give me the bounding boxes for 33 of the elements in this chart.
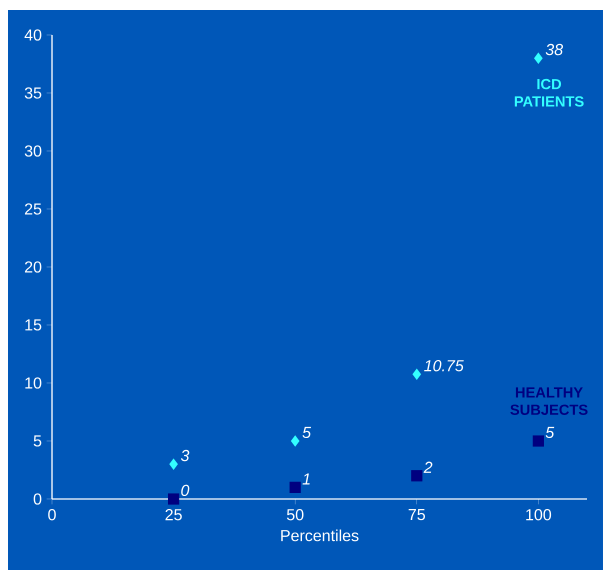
y-tick-label: 15 [25,319,42,331]
x-tick-label: 25 [165,509,182,520]
point [412,368,422,380]
x-tick-label: 75 [408,509,425,520]
data-label: 2 [424,462,432,473]
x-axis-title: Percentiles [281,530,358,542]
point [290,482,301,493]
x-tick-label: 50 [286,509,304,520]
y-tick-label: 40 [24,29,42,41]
point [290,435,300,447]
y-tick-label: 5 [34,435,42,447]
series-label: ICD PATIENTS [514,78,584,107]
point [169,458,178,470]
y-tick-label: 0 [34,493,42,505]
data-label: 3 [180,450,190,462]
data-label: 10.75 [424,360,464,372]
x-tick-label: 100 [526,509,552,520]
data-label: 38 [546,44,563,56]
y-tick-label: 20 [24,261,42,273]
y-tick-label: 25 [24,203,42,215]
text: HEALTHY SUBJECTS [510,387,588,415]
x-tick-label: 0 [48,509,56,520]
point [534,52,543,64]
data-label: 0 [181,484,190,496]
y-tick-label: 30 [24,145,42,157]
point [532,435,544,447]
data-label: 5 [302,426,312,438]
y-tick-label: 35 [24,87,42,99]
data-label: 5 [546,426,554,438]
point [411,470,422,482]
y-tick-label: 10 [25,377,42,389]
point [168,493,180,505]
data-label: 1 [302,473,310,484]
